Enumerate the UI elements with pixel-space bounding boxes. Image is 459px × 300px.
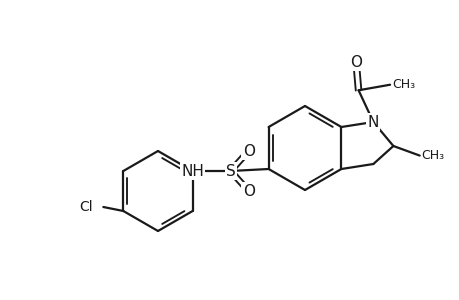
Text: O: O [242, 184, 254, 199]
Text: O: O [242, 143, 254, 158]
Text: Cl: Cl [79, 200, 93, 214]
Text: O: O [349, 55, 361, 70]
Text: NH: NH [181, 164, 204, 178]
Text: S: S [225, 164, 235, 178]
Text: CH₃: CH₃ [391, 78, 414, 91]
Text: CH₃: CH₃ [421, 149, 444, 162]
Text: N: N [367, 115, 378, 130]
